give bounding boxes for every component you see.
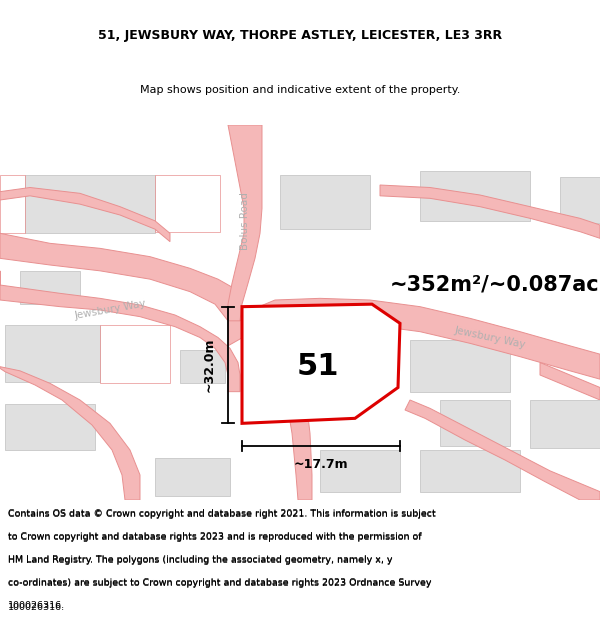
- Text: Jewsbury Way: Jewsbury Way: [73, 299, 146, 321]
- Polygon shape: [180, 350, 225, 383]
- Text: to Crown copyright and database rights 2023 and is reproduced with the permissio: to Crown copyright and database rights 2…: [8, 532, 421, 541]
- Polygon shape: [25, 175, 155, 233]
- Polygon shape: [0, 367, 140, 500]
- Polygon shape: [440, 400, 510, 446]
- Text: 51: 51: [297, 352, 339, 381]
- Text: 51, JEWSBURY WAY, THORPE ASTLEY, LEICESTER, LE3 3RR: 51, JEWSBURY WAY, THORPE ASTLEY, LEICEST…: [98, 29, 502, 41]
- Polygon shape: [5, 404, 95, 450]
- Text: to Crown copyright and database rights 2023 and is reproduced with the permissio: to Crown copyright and database rights 2…: [8, 533, 421, 542]
- Polygon shape: [420, 450, 520, 492]
- Text: Bolus Road: Bolus Road: [240, 192, 250, 250]
- Polygon shape: [0, 188, 170, 242]
- Text: Jewsbury Way: Jewsbury Way: [454, 325, 526, 350]
- Text: HM Land Registry. The polygons (including the associated geometry, namely x, y: HM Land Registry. The polygons (includin…: [8, 555, 392, 564]
- Text: 100026316.: 100026316.: [8, 602, 65, 611]
- Polygon shape: [560, 177, 600, 223]
- Polygon shape: [20, 271, 80, 304]
- Polygon shape: [155, 458, 230, 496]
- Text: 100026316.: 100026316.: [8, 601, 65, 610]
- Text: co-ordinates) are subject to Crown copyright and database rights 2023 Ordnance S: co-ordinates) are subject to Crown copyr…: [8, 579, 431, 588]
- Text: Contains OS data © Crown copyright and database right 2021. This information is : Contains OS data © Crown copyright and d…: [8, 509, 436, 518]
- Text: Contains OS data © Crown copyright and database right 2021. This information is : Contains OS data © Crown copyright and d…: [8, 510, 436, 519]
- Polygon shape: [242, 304, 400, 423]
- Text: ~17.7m: ~17.7m: [293, 458, 349, 471]
- Polygon shape: [5, 325, 100, 382]
- Polygon shape: [0, 233, 600, 379]
- Polygon shape: [280, 175, 370, 229]
- Text: co-ordinates) are subject to Crown copyright and database rights 2023 Ordnance S: co-ordinates) are subject to Crown copyr…: [8, 578, 431, 587]
- Text: Map shows position and indicative extent of the property.: Map shows position and indicative extent…: [140, 85, 460, 95]
- Polygon shape: [410, 340, 510, 392]
- Polygon shape: [405, 400, 600, 500]
- Polygon shape: [270, 350, 355, 400]
- Polygon shape: [320, 450, 400, 492]
- Polygon shape: [380, 185, 600, 238]
- Text: HM Land Registry. The polygons (including the associated geometry, namely x, y: HM Land Registry. The polygons (includin…: [8, 556, 392, 565]
- Polygon shape: [540, 362, 600, 400]
- Polygon shape: [0, 271, 240, 392]
- Polygon shape: [228, 125, 262, 321]
- Polygon shape: [530, 400, 600, 448]
- Polygon shape: [270, 392, 312, 500]
- Text: ~32.0m: ~32.0m: [203, 338, 216, 392]
- Text: ~352m²/~0.087ac.: ~352m²/~0.087ac.: [390, 275, 600, 295]
- Polygon shape: [420, 171, 530, 221]
